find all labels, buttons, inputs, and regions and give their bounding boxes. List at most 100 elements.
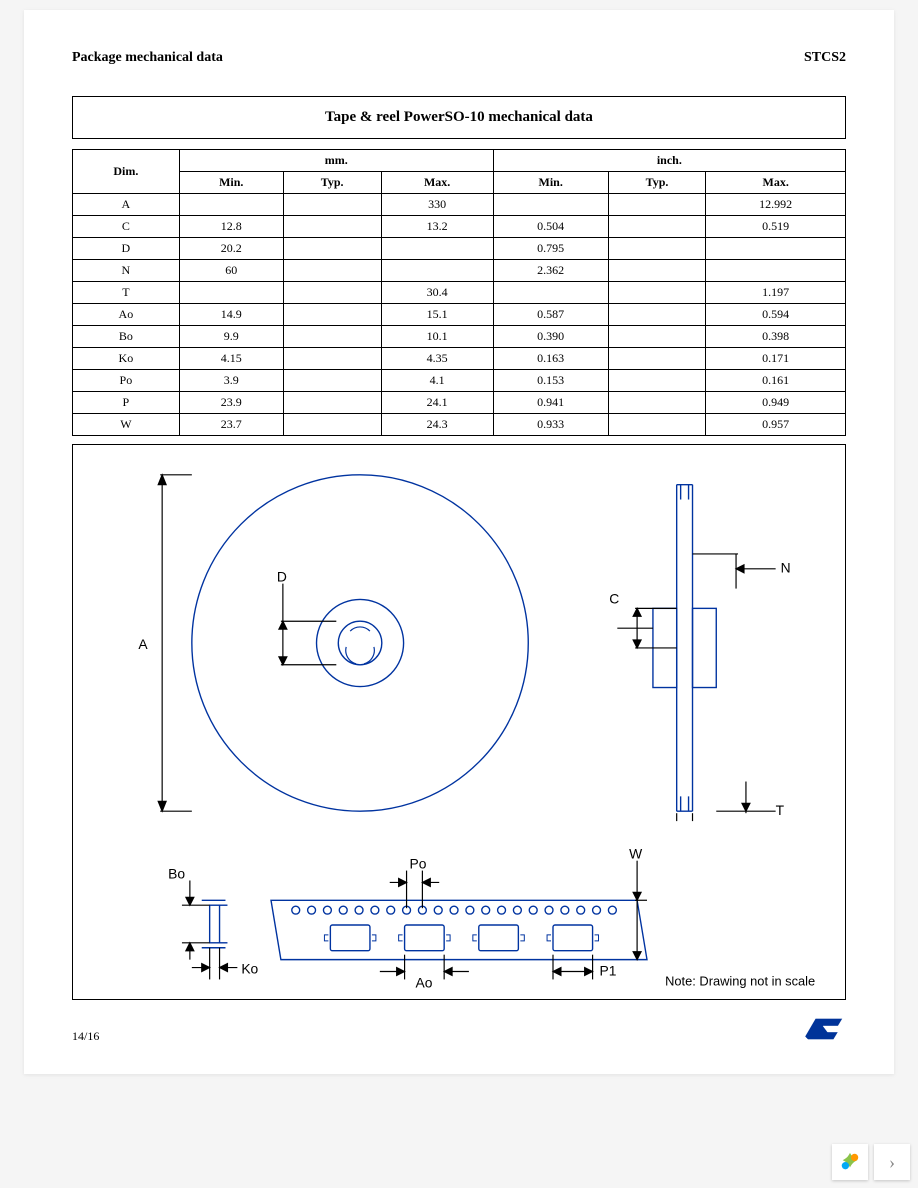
col-dim: Dim.	[73, 150, 180, 194]
table-row: T30.41.197	[73, 282, 846, 304]
sub-max-in: Max.	[706, 172, 846, 194]
cell-value	[283, 414, 381, 436]
sub-typ-in: Typ.	[608, 172, 706, 194]
header-left: Package mechanical data	[72, 50, 223, 66]
sub-max-mm: Max.	[381, 172, 493, 194]
cell-value: 0.587	[493, 304, 608, 326]
page-header: Package mechanical data STCS2	[72, 50, 846, 66]
cell-value: 1.197	[706, 282, 846, 304]
cell-value: 60	[179, 260, 283, 282]
cell-value	[608, 238, 706, 260]
cell-dim: W	[73, 414, 180, 436]
cell-value: 330	[381, 194, 493, 216]
cell-value	[283, 260, 381, 282]
sub-min-mm: Min.	[179, 172, 283, 194]
sub-min-in: Min.	[493, 172, 608, 194]
cell-value: 9.9	[179, 326, 283, 348]
cell-value: 0.519	[706, 216, 846, 238]
cell-value: 0.163	[493, 348, 608, 370]
drawing-note: Note: Drawing not in scale	[665, 973, 815, 988]
table-row: Bo9.9 10.10.390 0.398	[73, 326, 846, 348]
cell-value: 12.992	[706, 194, 846, 216]
cell-value	[283, 392, 381, 414]
cell-value: 0.949	[706, 392, 846, 414]
cell-value	[179, 282, 283, 304]
cell-value	[381, 238, 493, 260]
cell-value	[283, 194, 381, 216]
col-mm: mm.	[179, 150, 493, 172]
viewer-widget: ›	[832, 1144, 910, 1180]
cell-value	[493, 194, 608, 216]
cell-value	[706, 238, 846, 260]
cell-value: 24.3	[381, 414, 493, 436]
table-row: A33012.992	[73, 194, 846, 216]
cell-value	[283, 304, 381, 326]
mechanical-drawing-svg: A D C N T W Po Bo Ko Ao P1 Note: Drawing…	[83, 455, 835, 989]
cell-value: 0.957	[706, 414, 846, 436]
mechanical-data-table: Dim. mm. inch. Min. Typ. Max. Min. Typ. …	[72, 149, 846, 436]
table-row: N602.362	[73, 260, 846, 282]
cell-value: 3.9	[179, 370, 283, 392]
label-P1: P1	[600, 962, 617, 978]
label-T: T	[776, 802, 785, 818]
cell-dim: Ao	[73, 304, 180, 326]
label-D: D	[277, 569, 287, 585]
cell-value: 0.153	[493, 370, 608, 392]
cell-value: 4.35	[381, 348, 493, 370]
cell-value	[283, 282, 381, 304]
cell-dim: Ko	[73, 348, 180, 370]
table-row: C12.8 13.20.504 0.519	[73, 216, 846, 238]
cell-value	[179, 194, 283, 216]
cell-value: 0.504	[493, 216, 608, 238]
label-Ao: Ao	[415, 974, 432, 989]
table-row: Ao14.9 15.10.587 0.594	[73, 304, 846, 326]
widget-logo-icon[interactable]	[832, 1144, 868, 1180]
cell-value: 10.1	[381, 326, 493, 348]
cell-dim: P	[73, 392, 180, 414]
label-N: N	[781, 560, 791, 576]
cell-value	[608, 194, 706, 216]
table-body: A33012.992C12.813.20.5040.519D20.20.795N…	[73, 194, 846, 436]
cell-value: 0.161	[706, 370, 846, 392]
cell-value: 14.9	[179, 304, 283, 326]
cell-value	[608, 326, 706, 348]
cell-value	[608, 260, 706, 282]
table-row: Ko4.15 4.350.163 0.171	[73, 348, 846, 370]
cell-value: 4.15	[179, 348, 283, 370]
title-box: Tape & reel PowerSO-10 mechanical data	[72, 96, 846, 139]
label-A: A	[138, 636, 148, 652]
cell-value: 24.1	[381, 392, 493, 414]
cell-value	[381, 260, 493, 282]
label-Bo: Bo	[168, 865, 185, 881]
cell-value	[283, 238, 381, 260]
cell-value	[283, 216, 381, 238]
table-row: D20.20.795	[73, 238, 846, 260]
cell-dim: C	[73, 216, 180, 238]
cell-value: 0.795	[493, 238, 608, 260]
cell-value: 23.7	[179, 414, 283, 436]
sub-typ-mm: Typ.	[283, 172, 381, 194]
cell-value	[283, 326, 381, 348]
cell-value	[608, 216, 706, 238]
page-footer: 14/16	[72, 1014, 846, 1044]
cell-value: 0.398	[706, 326, 846, 348]
cell-value: 0.594	[706, 304, 846, 326]
st-logo-icon	[800, 1014, 846, 1044]
cell-value: 0.941	[493, 392, 608, 414]
cell-value	[283, 348, 381, 370]
header-right: STCS2	[804, 50, 846, 66]
table-title: Tape & reel PowerSO-10 mechanical data	[325, 109, 593, 125]
cell-value: 12.8	[179, 216, 283, 238]
page-number: 14/16	[72, 1029, 99, 1044]
cell-value: 15.1	[381, 304, 493, 326]
table-row: W23.724.30.9330.957	[73, 414, 846, 436]
cell-value: 2.362	[493, 260, 608, 282]
cell-value: 13.2	[381, 216, 493, 238]
cell-value: 0.390	[493, 326, 608, 348]
cell-dim: Bo	[73, 326, 180, 348]
cell-value	[283, 370, 381, 392]
next-page-button[interactable]: ›	[874, 1144, 910, 1180]
cell-value	[493, 282, 608, 304]
label-Po: Po	[410, 856, 427, 872]
cell-value: 0.171	[706, 348, 846, 370]
